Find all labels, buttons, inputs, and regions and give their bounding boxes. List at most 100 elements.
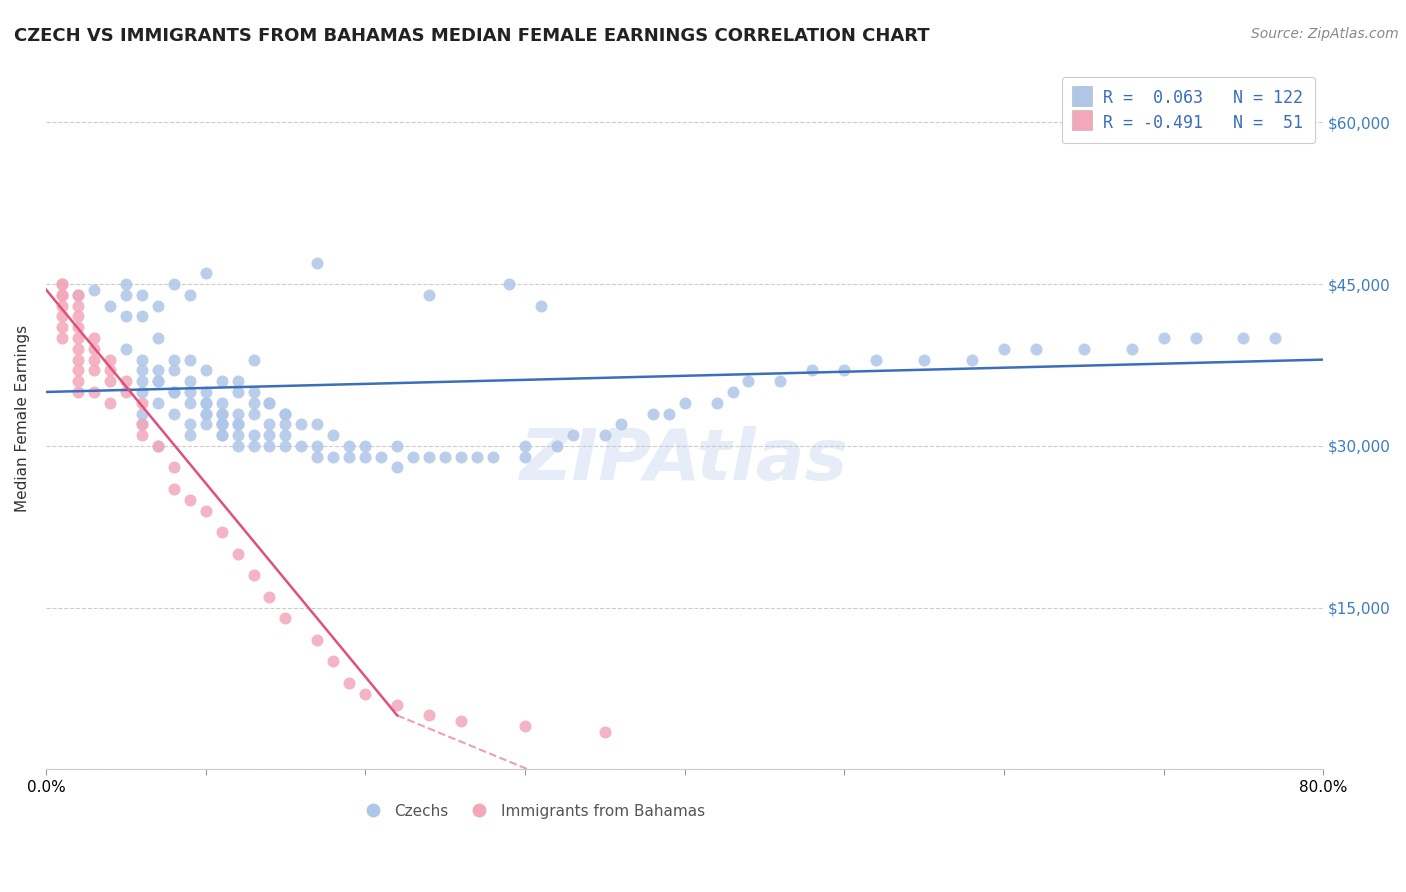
Point — [274, 439, 297, 453]
Point — [450, 714, 472, 728]
Point — [737, 374, 759, 388]
Point — [1184, 331, 1206, 345]
Text: ZIPAtlas: ZIPAtlas — [520, 426, 849, 495]
Point — [179, 492, 201, 507]
Point — [146, 396, 169, 410]
Point — [66, 320, 89, 334]
Point — [211, 417, 233, 432]
Point — [179, 288, 201, 302]
Point — [131, 417, 153, 432]
Point — [1153, 331, 1175, 345]
Point — [387, 698, 409, 712]
Point — [801, 363, 824, 377]
Point — [194, 363, 217, 377]
Point — [211, 525, 233, 540]
Point — [163, 277, 186, 292]
Point — [163, 363, 186, 377]
Point — [259, 428, 281, 442]
Point — [83, 331, 105, 345]
Point — [211, 417, 233, 432]
Point — [370, 450, 392, 464]
Point — [337, 450, 360, 464]
Point — [163, 352, 186, 367]
Point — [131, 374, 153, 388]
Point — [146, 374, 169, 388]
Point — [259, 590, 281, 604]
Point — [960, 352, 983, 367]
Point — [546, 439, 568, 453]
Text: Source: ZipAtlas.com: Source: ZipAtlas.com — [1251, 27, 1399, 41]
Point — [114, 310, 136, 324]
Point — [66, 288, 89, 302]
Point — [274, 407, 297, 421]
Point — [51, 277, 73, 292]
Point — [513, 439, 536, 453]
Point — [1121, 342, 1143, 356]
Point — [1264, 331, 1286, 345]
Point — [513, 719, 536, 733]
Point — [179, 352, 201, 367]
Point — [290, 439, 312, 453]
Point — [98, 363, 121, 377]
Point — [211, 396, 233, 410]
Point — [179, 374, 201, 388]
Point — [194, 384, 217, 399]
Point — [163, 460, 186, 475]
Point — [482, 450, 505, 464]
Point — [1025, 342, 1047, 356]
Point — [226, 374, 249, 388]
Point — [179, 428, 201, 442]
Point — [98, 396, 121, 410]
Point — [274, 611, 297, 625]
Point — [673, 396, 696, 410]
Point — [641, 407, 664, 421]
Point — [211, 407, 233, 421]
Point — [418, 708, 440, 723]
Point — [131, 288, 153, 302]
Point — [131, 417, 153, 432]
Point — [194, 396, 217, 410]
Point — [51, 288, 73, 302]
Point — [259, 439, 281, 453]
Point — [354, 439, 377, 453]
Point — [226, 384, 249, 399]
Point — [226, 439, 249, 453]
Point — [51, 277, 73, 292]
Point — [465, 450, 488, 464]
Point — [66, 374, 89, 388]
Point — [51, 288, 73, 302]
Point — [131, 310, 153, 324]
Point — [912, 352, 935, 367]
Point — [163, 407, 186, 421]
Point — [194, 417, 217, 432]
Point — [226, 428, 249, 442]
Point — [418, 288, 440, 302]
Point — [66, 352, 89, 367]
Text: CZECH VS IMMIGRANTS FROM BAHAMAS MEDIAN FEMALE EARNINGS CORRELATION CHART: CZECH VS IMMIGRANTS FROM BAHAMAS MEDIAN … — [14, 27, 929, 45]
Point — [259, 417, 281, 432]
Point — [83, 363, 105, 377]
Point — [706, 396, 728, 410]
Point — [450, 450, 472, 464]
Point — [98, 299, 121, 313]
Point — [402, 450, 425, 464]
Point — [194, 503, 217, 517]
Point — [211, 417, 233, 432]
Point — [993, 342, 1015, 356]
Point — [66, 331, 89, 345]
Point — [146, 363, 169, 377]
Point — [387, 460, 409, 475]
Point — [51, 331, 73, 345]
Point — [211, 407, 233, 421]
Point — [322, 450, 344, 464]
Point — [387, 439, 409, 453]
Point — [114, 277, 136, 292]
Point — [146, 331, 169, 345]
Point — [1232, 331, 1254, 345]
Point — [242, 407, 264, 421]
Point — [498, 277, 520, 292]
Point — [226, 547, 249, 561]
Point — [242, 352, 264, 367]
Point — [146, 439, 169, 453]
Point — [259, 396, 281, 410]
